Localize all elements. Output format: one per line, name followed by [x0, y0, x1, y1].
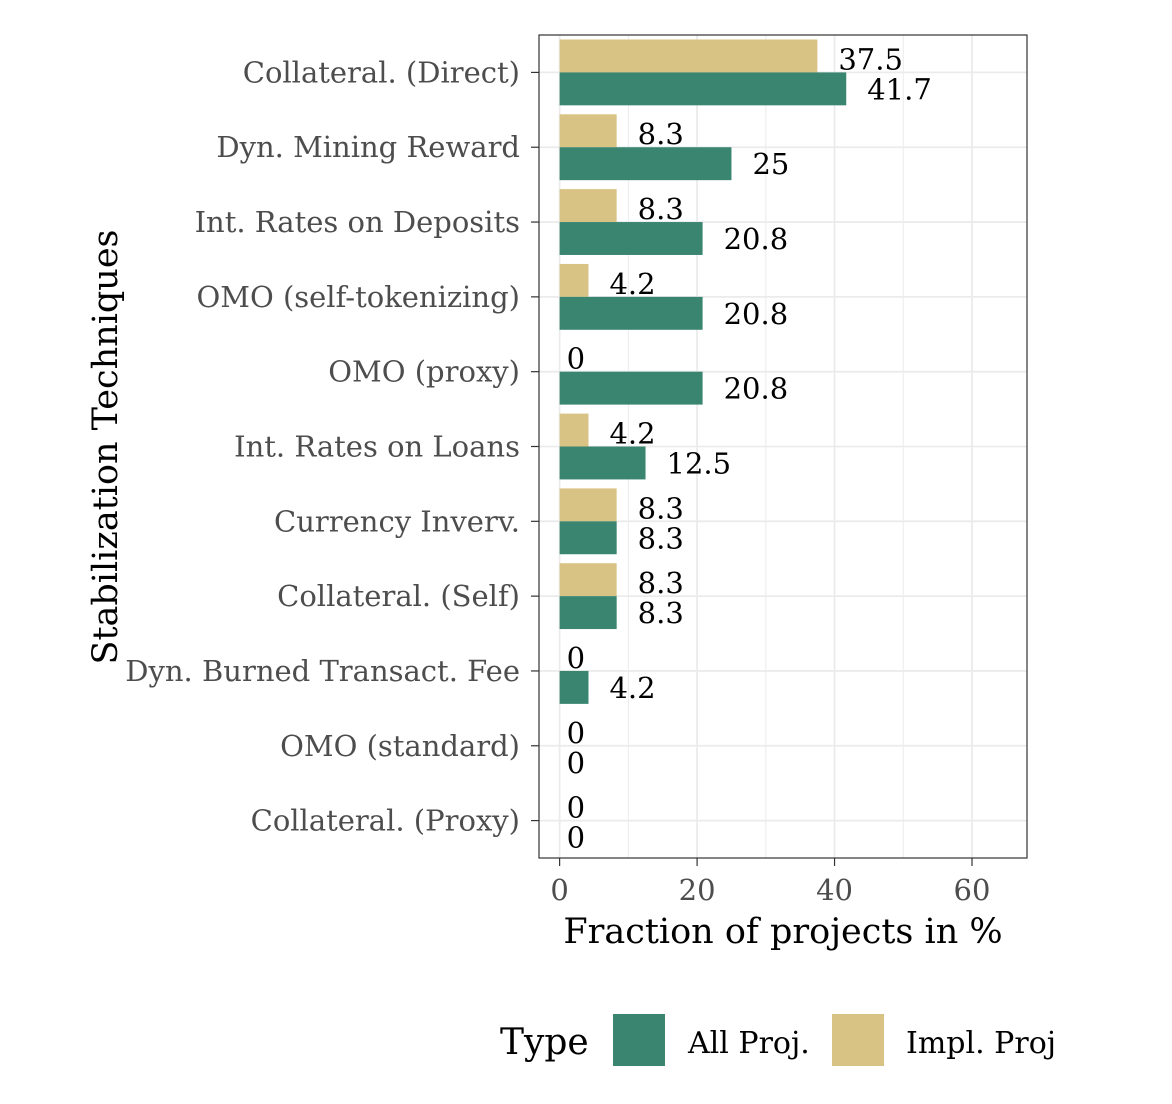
bar-label-impl-proj: 4.2: [609, 417, 655, 451]
bar-label-impl-proj: 0: [567, 342, 585, 376]
bar-label-impl-proj: 0: [567, 791, 585, 825]
legend-swatch-all-proj: [613, 1014, 665, 1066]
y-tick-label: Collateral. (Proxy): [251, 804, 520, 838]
bar-label-impl-proj: 4.2: [609, 267, 655, 301]
y-tick-label: Int. Rates on Deposits: [195, 205, 520, 239]
legend-swatch-impl-proj: [832, 1014, 884, 1066]
bar-label-impl-proj: 37.5: [838, 42, 903, 76]
x-tick-label: 60: [954, 873, 991, 907]
bar-label-impl-proj: 0: [567, 641, 585, 675]
legend-title: Type: [500, 1022, 589, 1063]
bar-label-impl-proj: 8.3: [638, 491, 684, 525]
bar-label-all-proj: 8.3: [638, 596, 684, 630]
y-tick-label: Currency Inverv.: [274, 504, 520, 538]
bar-all-proj: [559, 521, 617, 555]
bar-all-proj: [559, 296, 703, 330]
x-axis-title: Fraction of projects in %: [563, 912, 1002, 952]
y-tick-label: Collateral. (Direct): [243, 55, 520, 89]
legend: Type All Proj. Impl. Proj: [500, 1014, 1056, 1066]
bar-label-all-proj: 20.8: [724, 372, 789, 406]
bar-label-impl-proj: 0: [567, 716, 585, 750]
bar-label-all-proj: 20.8: [724, 297, 789, 331]
bar-value-labels: 37.541.7 8.3 25 8.3 20.8 4.2 20.8 0 20.8 4.2 12.5 8…: [567, 42, 932, 854]
x-tick-label: 40: [816, 873, 853, 907]
y-tick-label: OMO (standard): [280, 729, 520, 763]
bar-label-all-proj: 0: [567, 821, 585, 855]
y-tick-label: Collateral. (Self): [277, 579, 520, 613]
bar-all-proj: [559, 72, 847, 106]
bar-label-all-proj: 25: [752, 147, 789, 181]
bar-label-all-proj: 8.3: [638, 521, 684, 555]
bar-impl-proj: [559, 563, 617, 597]
bars: [559, 39, 847, 704]
bar-label-impl-proj: 8.3: [638, 117, 684, 151]
bar-all-proj: [559, 670, 589, 704]
bar-impl-proj: [559, 413, 589, 447]
bar-all-proj: [559, 446, 646, 480]
bar-all-proj: [559, 371, 703, 405]
x-tick-label: 0: [550, 873, 568, 907]
bar-impl-proj: [559, 263, 589, 297]
bar-label-all-proj: 41.7: [867, 72, 932, 106]
bar-label-all-proj: 4.2: [609, 671, 655, 705]
bar-all-proj: [559, 147, 732, 181]
y-tick-label: OMO (self-tokenizing): [196, 280, 520, 314]
y-axis: Collateral. (Direct) Dyn. Mining Reward In…: [125, 55, 539, 838]
legend-label-impl-proj: Impl. Proj: [906, 1026, 1056, 1061]
bar-label-all-proj: 20.8: [724, 222, 789, 256]
bar-impl-proj: [559, 189, 617, 223]
bar-label-impl-proj: 8.3: [638, 192, 684, 226]
bar-impl-proj: [559, 488, 617, 522]
x-tick-label: 20: [679, 873, 716, 907]
x-axis: 0 20 40 60: [550, 858, 990, 907]
bar-impl-proj: [559, 39, 818, 73]
legend-label-all-proj: All Proj.: [687, 1026, 810, 1061]
bar-all-proj: [559, 596, 617, 630]
bar-all-proj: [559, 222, 703, 255]
bar-impl-proj: [559, 114, 617, 148]
y-tick-label: OMO (proxy): [328, 355, 520, 389]
y-tick-label: Dyn. Burned Transact. Fee: [125, 654, 520, 688]
y-tick-label: Dyn. Mining Reward: [216, 130, 520, 164]
bar-label-all-proj: 12.5: [667, 447, 732, 481]
bar-label-impl-proj: 8.3: [638, 566, 684, 600]
y-axis-title: Stabilization Techniques: [86, 229, 126, 664]
y-tick-label: Int. Rates on Loans: [234, 430, 520, 464]
bar-label-all-proj: 0: [567, 746, 585, 780]
